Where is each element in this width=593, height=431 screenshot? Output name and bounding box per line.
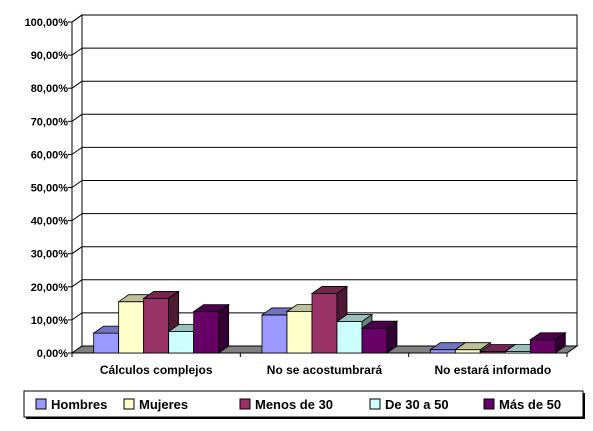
legend-label: Mujeres	[139, 397, 188, 412]
x-axis: Cálculos complejos No se acostumbrará No e…	[71, 352, 568, 377]
legend-label: Más de 50	[499, 397, 561, 412]
legend-label: De 30 a 50	[385, 397, 449, 412]
legend-label: Menos de 30	[255, 397, 333, 412]
gridline-side	[71, 14, 83, 23]
gridline-side	[71, 113, 83, 122]
bar-front	[529, 339, 556, 354]
y-tick-label: 80,00%	[31, 83, 69, 95]
x-category-label: Cálculos complejos	[100, 363, 213, 377]
bar-front	[454, 349, 481, 354]
bar-side	[386, 320, 398, 354]
gridline-side	[71, 146, 83, 155]
y-tick-label: 50,00%	[31, 183, 69, 195]
gridline-side	[71, 213, 83, 222]
legend-label: Hombres	[51, 397, 107, 412]
bar	[192, 303, 230, 354]
bar-front	[336, 321, 363, 354]
bar-front	[361, 327, 388, 354]
legend-swatch	[123, 398, 135, 410]
bar-front	[311, 293, 338, 354]
bar-front	[429, 349, 456, 354]
y-tick-label: 100,00%	[25, 17, 69, 29]
gridline-side	[71, 246, 83, 255]
y-tick-label: 20,00%	[31, 282, 69, 294]
bar	[360, 320, 399, 354]
y-axis: 0,00% 10,00% 20,00% 30,00% 40,00% 50,00% 60,00…	[25, 17, 73, 360]
y-tick-label: 40,00%	[31, 216, 69, 228]
y-tick-label: 10,00%	[31, 315, 69, 327]
bar-front	[93, 332, 120, 354]
x-category-label: No se acostumbrará	[267, 363, 383, 377]
bar-side	[218, 303, 230, 354]
gridline-side	[71, 312, 83, 321]
legend: Hombres Mujeres Menos de 30 De 30 a 50 Más d…	[23, 390, 585, 419]
y-tick-label: 90,00%	[31, 50, 69, 62]
legend-swatch	[35, 398, 47, 410]
y-tick-label: 70,00%	[31, 116, 69, 128]
bar-front	[261, 314, 288, 354]
bar-front	[118, 301, 145, 354]
bar-front	[143, 297, 170, 354]
gridline-side	[71, 180, 83, 188]
bars	[92, 285, 567, 354]
gridline-side	[71, 80, 83, 89]
gridline-side	[71, 47, 83, 56]
legend-swatch	[239, 398, 251, 410]
legend-swatch	[483, 398, 495, 410]
bar-side	[554, 331, 566, 354]
y-tick-label: 30,00%	[31, 249, 69, 261]
bar-front	[168, 331, 195, 354]
bar-front	[193, 311, 220, 354]
y-tick-label: 0,00%	[37, 348, 68, 360]
y-tick-label: 60,00%	[31, 149, 69, 161]
legend-swatch	[369, 398, 381, 410]
bar-front	[286, 311, 313, 354]
x-category-label: No estará informado	[434, 363, 551, 377]
gridline-side	[71, 279, 83, 288]
bar	[529, 331, 567, 354]
